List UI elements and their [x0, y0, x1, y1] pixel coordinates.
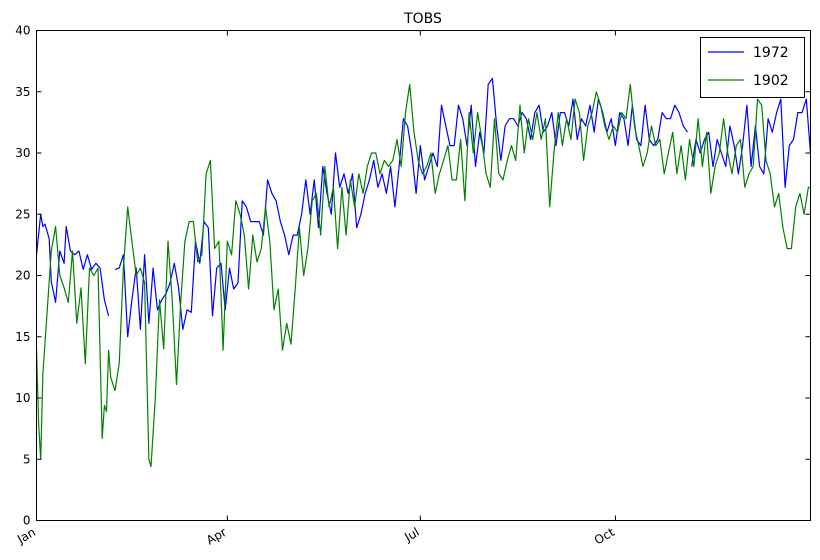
y-tick-label: 30 [15, 146, 30, 160]
y-tick-label: 25 [15, 207, 30, 221]
x-tick-label: Apr [204, 525, 229, 548]
x-axis: Jan Apr Jul Oct [14, 30, 617, 548]
x-tick-label: Oct [592, 525, 617, 548]
y-tick-label: 5 [23, 452, 31, 466]
series-line-1972-0 [36, 213, 110, 317]
chart-title: TOBS [403, 11, 442, 27]
legend-label-1972: 1972 [753, 45, 789, 61]
x-tick-label: Jan [14, 525, 38, 547]
series-line-1972-2 [691, 98, 811, 188]
y-axis: 0 5 10 15 20 25 30 35 40 [15, 24, 811, 528]
y-tick-label: 0 [23, 514, 31, 528]
series-layer [36, 77, 811, 468]
y-tick-label: 15 [15, 330, 30, 344]
legend-box [700, 37, 805, 98]
series-line-1902-0 [36, 83, 811, 468]
series-1972 [36, 77, 811, 338]
legend: 1972 1902 [700, 37, 805, 98]
series-line-1972-1 [114, 77, 688, 338]
y-tick-label: 10 [15, 391, 30, 405]
x-tick-label: Jul [401, 525, 421, 545]
series-1902 [36, 83, 811, 468]
y-tick-label: 35 [15, 85, 30, 99]
y-tick-label: 40 [15, 24, 30, 38]
legend-label-1902: 1902 [753, 73, 789, 89]
y-tick-label: 20 [15, 269, 30, 283]
